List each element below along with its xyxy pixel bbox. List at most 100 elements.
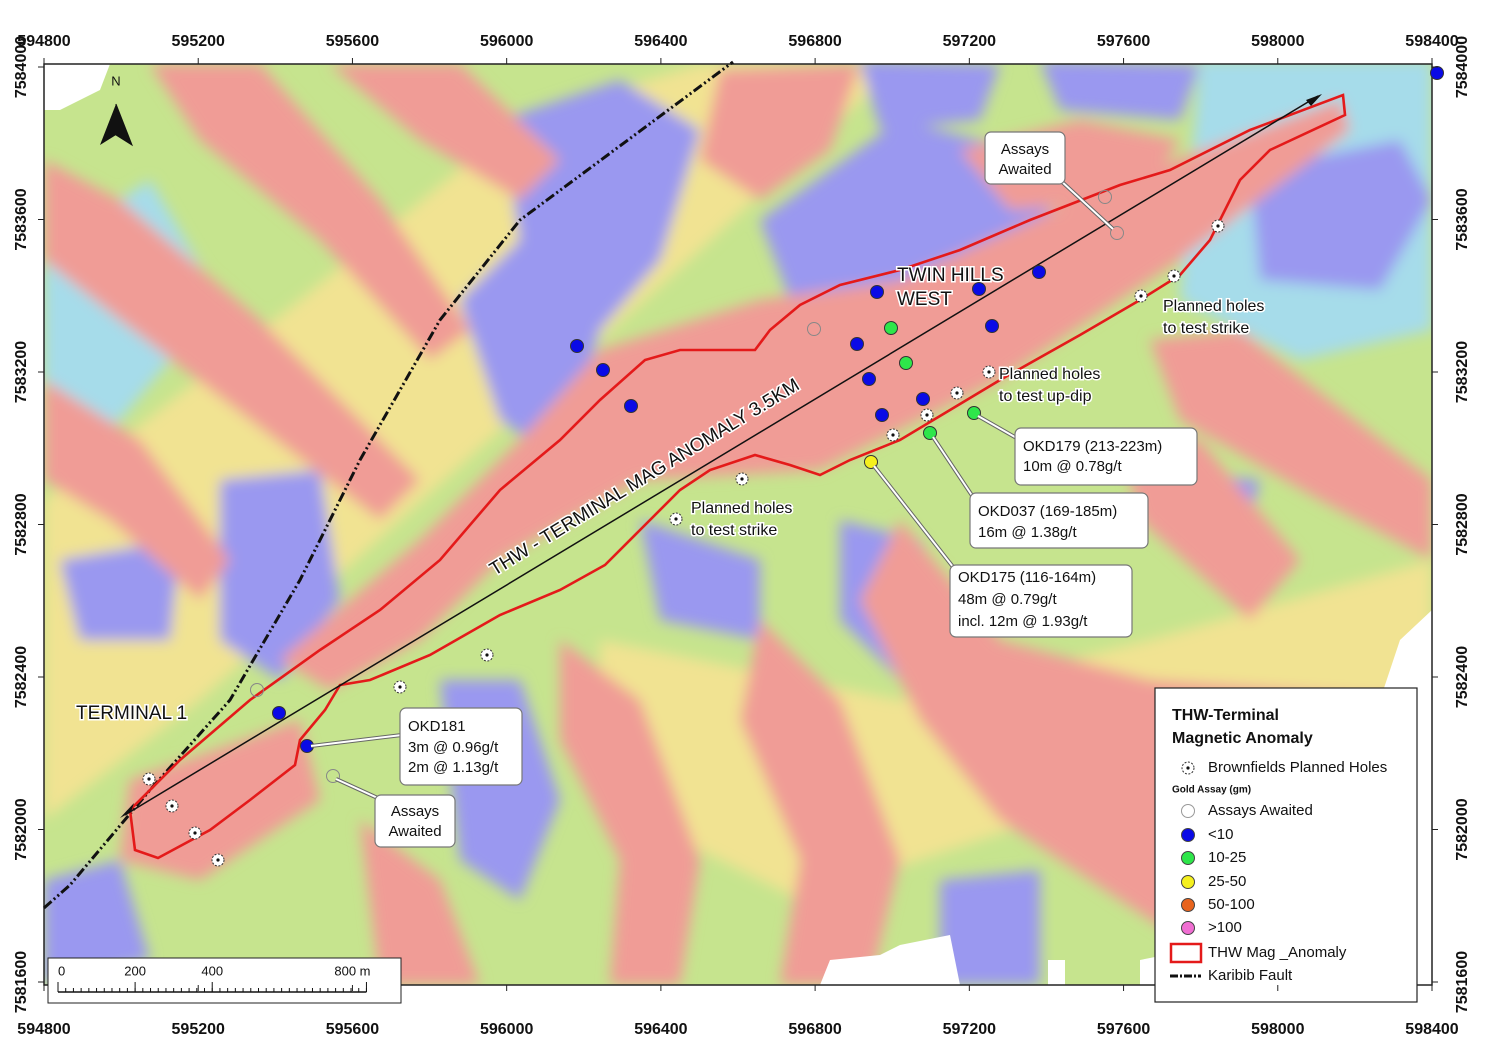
leader bbox=[932, 436, 976, 501]
legend-symbol bbox=[1181, 828, 1195, 842]
drill-hole bbox=[624, 399, 638, 413]
scale-bar: 0 200 400 800 m bbox=[57, 963, 371, 993]
x-tick-label: 595600 bbox=[326, 33, 379, 50]
legend-label: <10 bbox=[1208, 826, 1233, 843]
legend-label: 25-50 bbox=[1208, 873, 1246, 890]
y-tick-label: 7581600 bbox=[13, 951, 30, 1013]
legend-subtitle: Gold Assay (gm) bbox=[1172, 785, 1251, 796]
legend-label: Assays Awaited bbox=[1208, 802, 1313, 819]
callout-text: OKD175 (116-164m) bbox=[958, 569, 1096, 586]
legend-label: THW Mag _Anomaly bbox=[1208, 944, 1347, 961]
legend-symbol bbox=[1181, 875, 1195, 889]
callout-text: Awaited bbox=[388, 823, 441, 840]
drill-hole bbox=[985, 319, 999, 333]
callout-box bbox=[399, 707, 523, 786]
drill-hole bbox=[850, 337, 864, 351]
y-tick-label: 7582000 bbox=[1454, 798, 1471, 860]
x-tick-label: 598400 bbox=[1405, 33, 1458, 50]
callout-text: 10m @ 0.78g/t bbox=[1023, 458, 1122, 475]
note: to test strike bbox=[1163, 320, 1249, 337]
legend-anomaly-symbol bbox=[1169, 942, 1203, 964]
drill-hole bbox=[570, 339, 584, 353]
place-label: TERMINAL 1 bbox=[76, 703, 187, 724]
x-tick-label: 597600 bbox=[1097, 1021, 1150, 1038]
drill-hole bbox=[875, 408, 889, 422]
planned-hole-dot bbox=[891, 433, 895, 437]
callout-text: Assays bbox=[1001, 141, 1049, 158]
axes: 594800 594800 595200 595200 595600 595600 5960… bbox=[13, 33, 1471, 1038]
legend-planned-symbol bbox=[1186, 766, 1190, 770]
y-tick-label: 7583600 bbox=[13, 188, 30, 250]
y-tick-label: 7582000 bbox=[13, 798, 30, 860]
note: to test up-dip bbox=[999, 388, 1092, 405]
planned-hole-dot bbox=[987, 370, 991, 374]
x-tick-label: 594800 bbox=[17, 1021, 70, 1038]
x-tick-label: 595200 bbox=[172, 33, 225, 50]
planned-hole-dot bbox=[193, 831, 197, 835]
place-label: TWIN HILLS bbox=[897, 265, 1004, 286]
legend-symbol bbox=[1181, 804, 1195, 818]
drill-hole bbox=[884, 321, 898, 335]
drill-hole bbox=[596, 363, 610, 377]
legend-symbol bbox=[1181, 921, 1195, 935]
drill-hole bbox=[923, 426, 937, 440]
x-tick-label: 597200 bbox=[943, 1021, 996, 1038]
y-tick-label: 7584000 bbox=[1454, 36, 1471, 98]
x-tick-label: 598000 bbox=[1251, 33, 1304, 50]
drill-hole bbox=[972, 282, 986, 296]
drill-hole bbox=[1430, 66, 1444, 80]
x-tick-label: 595600 bbox=[326, 1021, 379, 1038]
legend-title: Magnetic Anomaly bbox=[1172, 730, 1313, 747]
note: Planned holes bbox=[691, 500, 792, 517]
callout-box bbox=[969, 492, 1149, 549]
leader bbox=[977, 415, 1021, 441]
y-tick-label: 7581600 bbox=[1454, 951, 1471, 1013]
planned-hole-dot bbox=[147, 777, 151, 781]
x-tick-label: 596000 bbox=[480, 1021, 533, 1038]
y-tick-label: 7582400 bbox=[13, 646, 30, 708]
leader bbox=[873, 465, 958, 573]
y-tick-label: 7582400 bbox=[1454, 646, 1471, 708]
callout-text: OKD037 (169-185m) bbox=[978, 503, 1117, 520]
drill-hole bbox=[807, 322, 821, 336]
callouts: Assays Awaited Assays Awaited OKD179 (213-22… bbox=[310, 131, 1198, 848]
planned-hole-dot bbox=[170, 804, 174, 808]
drill-hole bbox=[916, 392, 930, 406]
x-tick-label: 596000 bbox=[480, 33, 533, 50]
x-tick-label: 596400 bbox=[634, 1021, 687, 1038]
planned-hole-dot bbox=[1139, 294, 1143, 298]
drill-hole bbox=[864, 455, 878, 469]
planned-hole-dot bbox=[1172, 274, 1176, 278]
scale-label: 200 bbox=[124, 963, 146, 978]
planned-hole-dot bbox=[398, 685, 402, 689]
drill-holes bbox=[142, 66, 1444, 867]
callout-text: Assays bbox=[391, 803, 439, 820]
strike-line bbox=[124, 95, 1319, 816]
callout-box bbox=[1014, 427, 1198, 486]
planned-hole-dot bbox=[216, 858, 220, 862]
callout-text: Awaited bbox=[998, 161, 1051, 178]
x-tick-label: 596800 bbox=[788, 1021, 841, 1038]
x-tick-label: 598000 bbox=[1251, 1021, 1304, 1038]
x-tick-label: 596800 bbox=[788, 33, 841, 50]
legend-label: Karibib Fault bbox=[1208, 967, 1293, 984]
legend-title: THW-Terminal bbox=[1172, 707, 1279, 724]
drill-hole bbox=[899, 356, 913, 370]
y-tick-label: 7583200 bbox=[1454, 341, 1471, 403]
legend-box bbox=[1154, 687, 1418, 1003]
y-tick-label: 7582800 bbox=[1454, 493, 1471, 555]
leader bbox=[335, 778, 383, 801]
legend-label: 50-100 bbox=[1208, 896, 1255, 913]
drill-hole bbox=[862, 372, 876, 386]
callout-text: OKD179 (213-223m) bbox=[1023, 438, 1162, 455]
legend-symbol bbox=[1181, 898, 1195, 912]
y-tick-label: 7583200 bbox=[13, 341, 30, 403]
scale-label: 0 bbox=[58, 963, 65, 978]
scale-box bbox=[47, 957, 402, 1004]
planned-hole-dot bbox=[925, 413, 929, 417]
callout-box bbox=[374, 794, 456, 848]
drill-hole bbox=[1032, 265, 1046, 279]
callout-text: 3m @ 0.96g/t bbox=[408, 739, 499, 756]
drill-hole bbox=[250, 683, 264, 697]
